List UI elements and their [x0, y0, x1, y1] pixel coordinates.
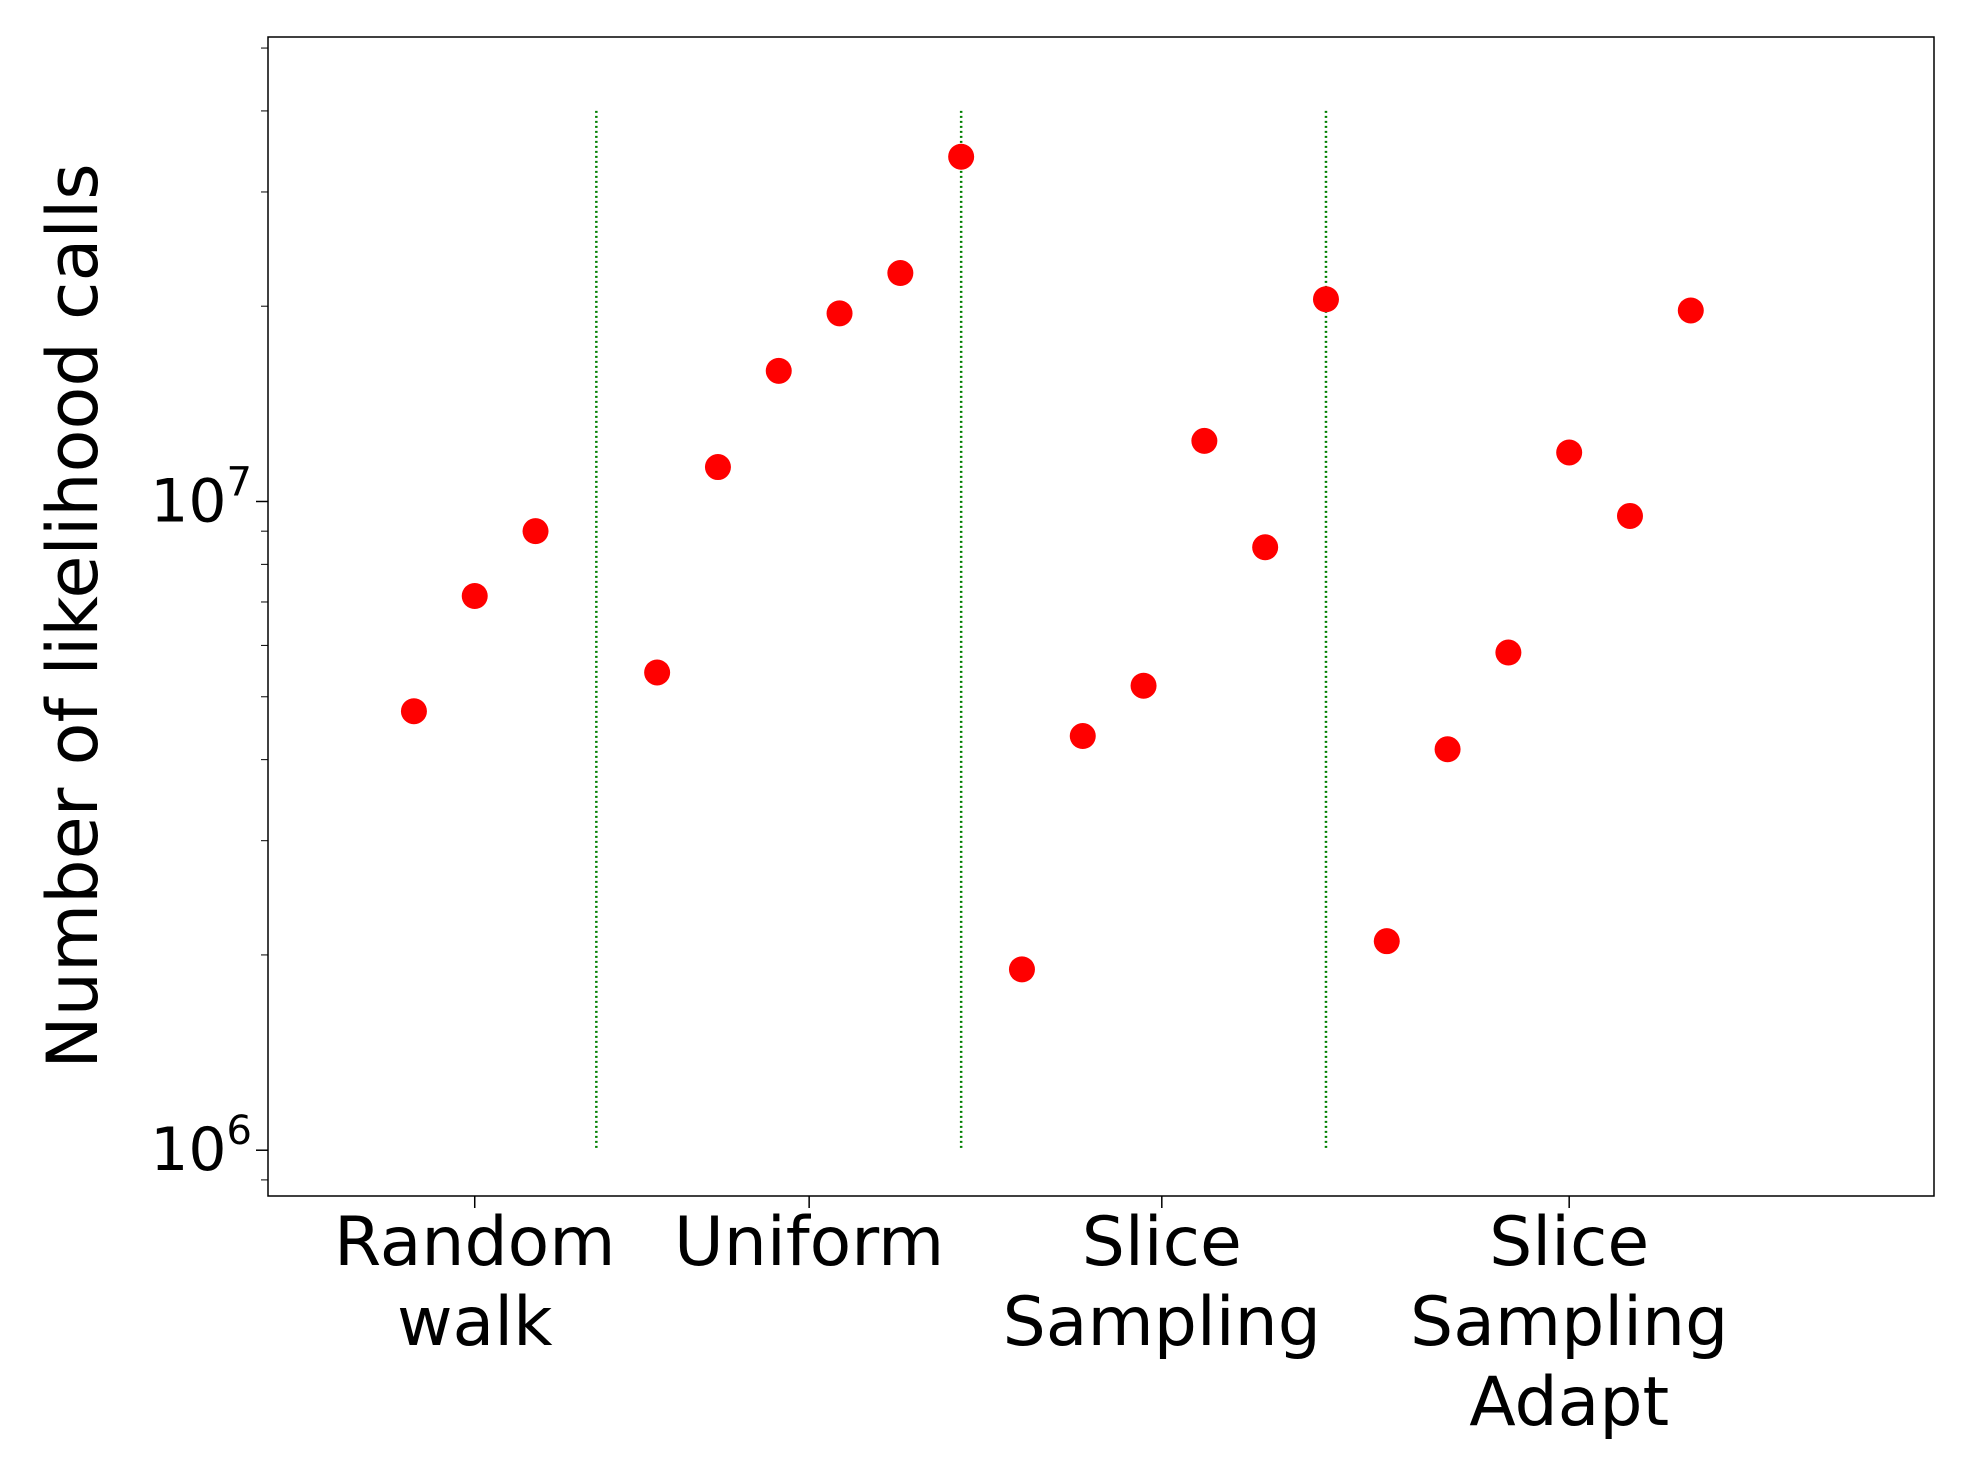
data-point-12 [1130, 672, 1157, 699]
data-point-1 [400, 698, 427, 725]
data-point-18 [1495, 639, 1522, 666]
x-tick-label-2: Uniform [674, 1203, 944, 1282]
data-point-7 [826, 300, 853, 327]
data-point-19 [1556, 439, 1583, 466]
data-point-10 [1008, 956, 1035, 983]
data-point-2 [461, 583, 488, 610]
data-point-6 [765, 357, 792, 384]
data-point-13 [1191, 427, 1218, 454]
x-axis: Random walk Uniform Slice Sampling Slice Sampl… [334, 1196, 1728, 1442]
plot-frame [267, 36, 1935, 1197]
group-dividers [595, 110, 1328, 1151]
data-point-20 [1616, 502, 1643, 529]
data-point-21 [1677, 297, 1704, 324]
data-point-15 [1312, 286, 1339, 313]
data-point-3 [522, 518, 549, 545]
x-tick-label-1: Random walk [334, 1203, 616, 1362]
data-point-9 [948, 143, 975, 170]
y-tick-label-2: 107 [150, 459, 252, 536]
data-point-8 [887, 260, 914, 287]
x-tick-label-4: Slice Sampling Adapt [1410, 1203, 1728, 1442]
y-tick-label-1: 106 [150, 1108, 252, 1185]
data-point-17 [1434, 736, 1461, 763]
data-point-11 [1069, 723, 1096, 750]
data-point-16 [1373, 928, 1400, 955]
data-point-5 [704, 454, 731, 481]
data-points [400, 143, 1704, 983]
x-tick-label-3: Slice Sampling [1003, 1203, 1321, 1362]
data-point-4 [644, 659, 671, 686]
data-point-14 [1252, 534, 1279, 561]
y-axis-label: Number of likelihood calls [32, 163, 114, 1069]
y-axis: 106 107 [150, 47, 268, 1185]
